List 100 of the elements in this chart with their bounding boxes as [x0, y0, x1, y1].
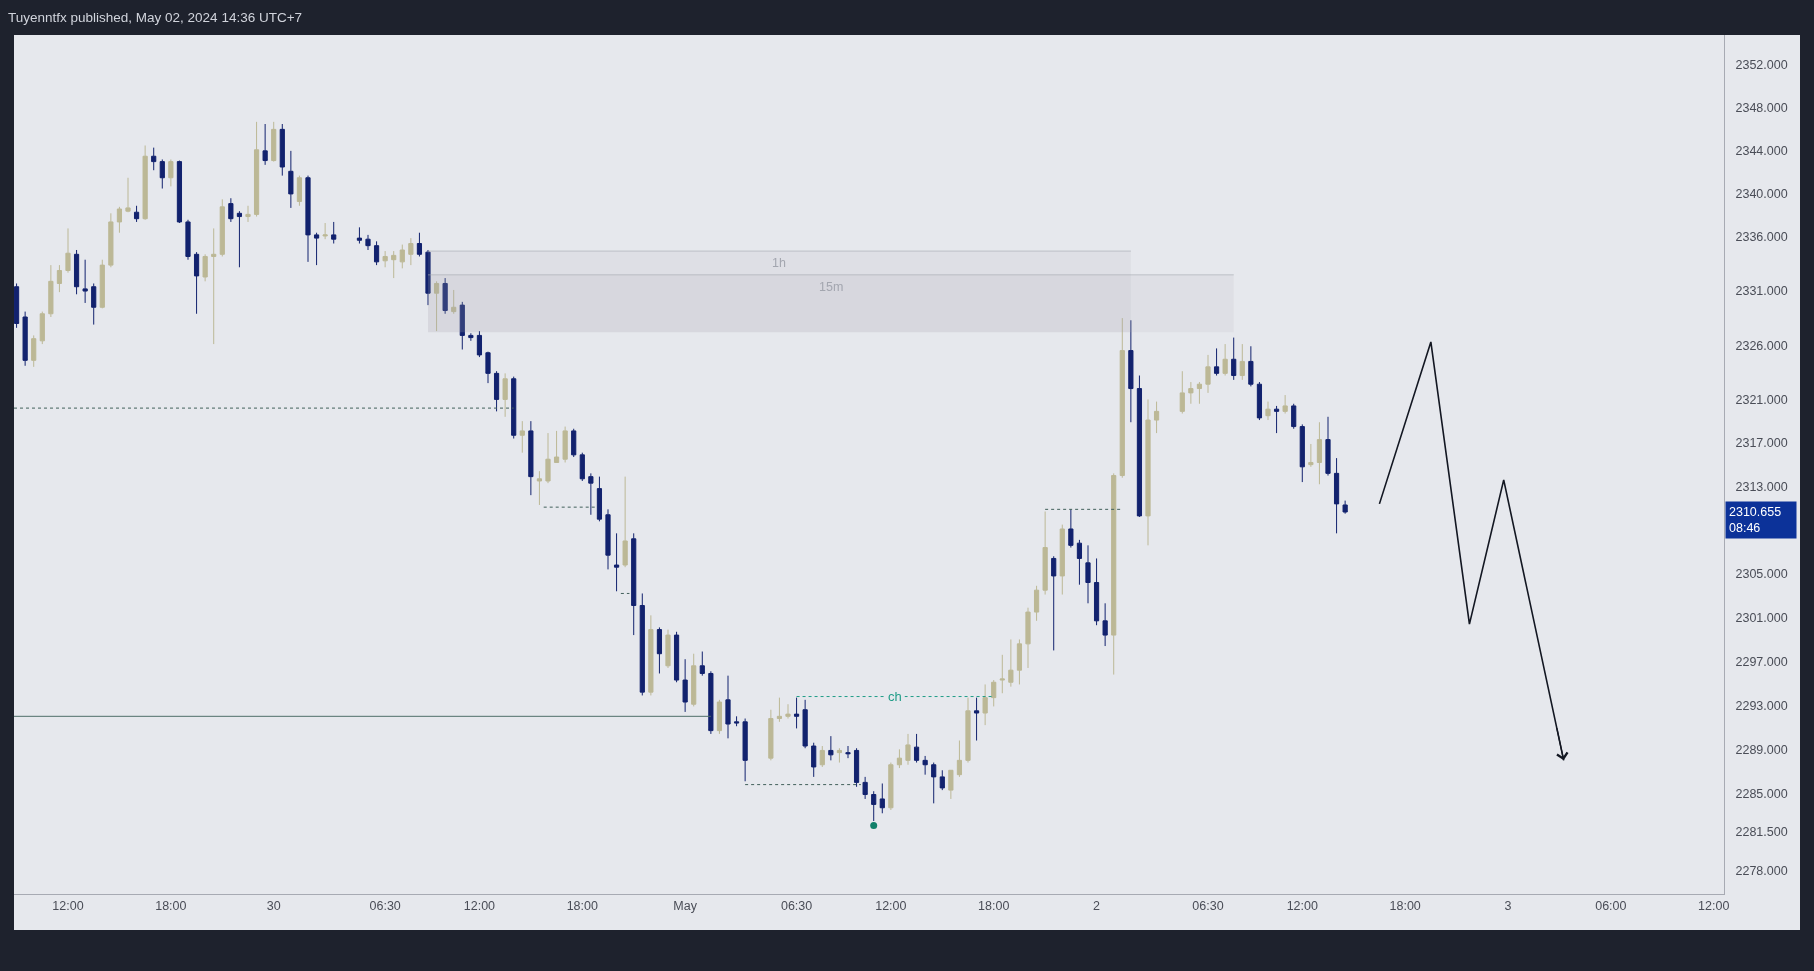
text: 2310.655 08:46: [1729, 505, 1782, 536]
candlestick: [382, 250, 388, 268]
candlestick: [1231, 337, 1237, 381]
candlestick: [493, 370, 500, 412]
candlestick: [579, 452, 585, 482]
candlestick: [639, 592, 645, 696]
candlestick: [939, 769, 945, 791]
y-tick-label: 2340.000: [1735, 187, 1788, 202]
candlestick: [116, 206, 123, 234]
candlestick: [1153, 401, 1160, 434]
candlestick: [1273, 405, 1280, 434]
x-tick-label: 06:00: [1595, 899, 1627, 913]
candlestick: [1333, 457, 1340, 534]
y-tick-label: 2289.000: [1735, 742, 1788, 757]
candlestick: [553, 430, 560, 463]
y-tick-label: 2321.000: [1735, 392, 1788, 407]
candlestick: [811, 742, 817, 778]
candlestick: [1033, 585, 1040, 622]
candlestick: [648, 614, 654, 696]
candlestick: [39, 311, 45, 345]
candlestick: [416, 232, 423, 257]
candlestick: [14, 282, 20, 329]
y-tick-label: 2278.000: [1735, 864, 1788, 879]
candlestick: [819, 745, 825, 768]
candlestick: [433, 280, 440, 332]
y-tick-label: 2313.000: [1735, 479, 1788, 494]
y-tick-label: 2317.000: [1735, 436, 1788, 451]
candlestick: [288, 150, 294, 209]
candlestick: [991, 679, 997, 707]
candlestick: [1205, 354, 1211, 394]
candlestick: [408, 237, 414, 266]
candlestick: [125, 177, 131, 212]
x-tick-label: 12:00: [463, 899, 496, 913]
candlestick: [1256, 381, 1263, 421]
candlestick: [82, 259, 88, 304]
candlestick: [956, 740, 963, 778]
candlestick: [168, 158, 174, 187]
candlestick: [1111, 472, 1117, 676]
candlestick: [322, 222, 328, 240]
x-tick-label: 30: [266, 899, 281, 913]
candlestick: [159, 158, 165, 190]
series-label: 1h: [772, 256, 786, 270]
y-tick-label: 2301.000: [1735, 610, 1788, 625]
candlestick: [948, 769, 954, 800]
candlestick: [1325, 416, 1331, 477]
candlestick: [133, 205, 140, 223]
candlestick: [1008, 638, 1014, 688]
x-tick-label: 18:00: [978, 899, 1010, 913]
candlestick: [596, 476, 603, 522]
candlestick: [391, 250, 397, 279]
candlestick: [536, 470, 543, 506]
candlestick: [305, 175, 311, 263]
candlestick: [656, 626, 663, 674]
candlestick: [236, 210, 243, 268]
candlestick: [1059, 524, 1065, 596]
candlestick: [1068, 508, 1074, 549]
candlestick: [965, 697, 971, 764]
y-tick-label: 2348.000: [1735, 101, 1788, 116]
candlestick: [1222, 343, 1228, 377]
candlestick: [973, 697, 980, 742]
candlestick: [1213, 347, 1220, 377]
y-tick-label: 2352.000: [1735, 58, 1788, 73]
candlestick: [485, 351, 491, 384]
candlestick: [879, 782, 885, 814]
candlestick: [22, 311, 28, 367]
candlestick: [373, 240, 380, 266]
series-label: ch: [888, 689, 902, 704]
candlestick: [1145, 398, 1151, 546]
candlestick: [476, 330, 483, 358]
x-tick-label: 06:30: [1192, 899, 1224, 913]
y-tick-label: 2344.000: [1735, 144, 1788, 159]
y-tick-label: 2293.000: [1735, 698, 1788, 713]
candlestick: [176, 160, 183, 224]
candlestick: [1051, 555, 1057, 651]
candlestick: [699, 651, 705, 677]
candlestick: [545, 432, 551, 484]
candlestick: [888, 762, 894, 811]
candlestick: [631, 532, 637, 636]
candlestick: [211, 227, 217, 345]
candlestick: [605, 508, 611, 570]
candlestick: [193, 251, 200, 315]
candlestick: [1016, 638, 1023, 685]
x-tick-label: 3: [1504, 899, 1512, 913]
candlestick: [896, 748, 903, 769]
x-tick-label: 12:00: [875, 899, 907, 913]
candlestick: [733, 715, 740, 727]
candlestick: [613, 532, 620, 592]
candlestick: [776, 697, 783, 723]
candlestick: [56, 264, 63, 293]
candlestick: [665, 629, 671, 669]
candlestick: [802, 699, 808, 749]
candlestick: [253, 121, 260, 218]
candlestick: [262, 123, 268, 166]
x-tick-label: 18:00: [566, 899, 598, 913]
candlestick: [1042, 511, 1048, 596]
candlestick: [1128, 319, 1134, 423]
candlestick: [905, 733, 911, 766]
y-tick-label: 2326.000: [1735, 338, 1788, 353]
candlestick: [1239, 343, 1245, 381]
candlestick: [742, 718, 748, 782]
